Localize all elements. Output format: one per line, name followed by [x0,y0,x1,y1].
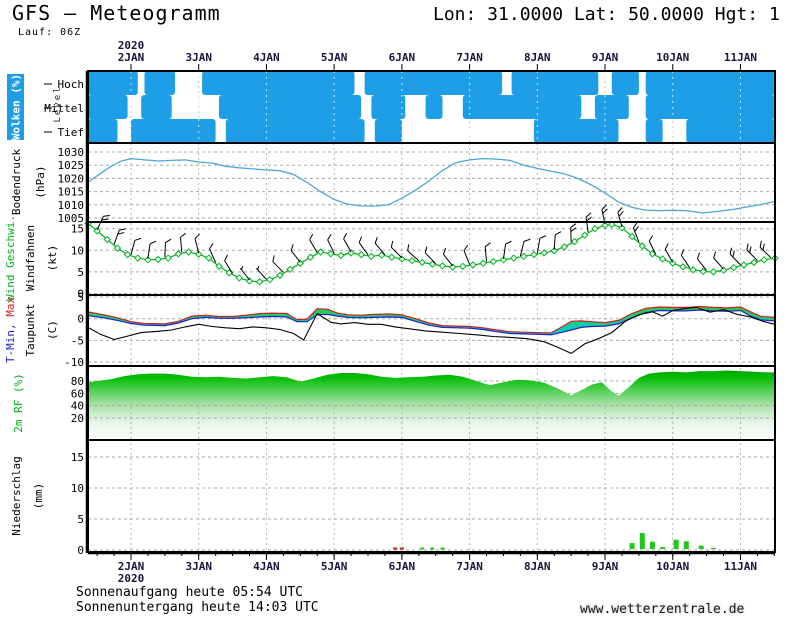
svg-text:80: 80 [71,375,84,388]
wind-barbs-label: Windfahnen [24,225,37,291]
svg-text:2JAN: 2JAN [118,560,145,573]
svg-text:10JAN: 10JAN [656,560,689,573]
svg-text:5: 5 [77,291,84,304]
precipitation-grid: 15 10 5 0 [71,451,775,557]
sunrise-label: Sonnenaufgang heute 05:54 UTC [76,585,303,600]
watermark: www.wetterzentrale.de [580,602,745,617]
svg-text:3JAN: 3JAN [185,560,212,573]
svg-text:-5: -5 [71,334,84,347]
cloud-cover-panel [88,71,775,143]
svg-text:5: 5 [77,266,84,279]
precip-trace-mark [440,547,445,550]
dewpoint-label: Taupunkt [24,304,37,357]
precip-trace-mark [399,547,404,550]
svg-text:1020: 1020 [58,172,85,185]
svg-text:11JAN: 11JAN [724,560,757,573]
svg-text:60: 60 [71,387,84,400]
page-title: GFS – Meteogramm [12,1,221,25]
precip-trace-mark [420,547,425,550]
humidity-panel-label: 2m RF (%) [12,373,25,433]
humidity-grid-over [88,405,775,438]
svg-text:4JAN: 4JAN [253,51,280,64]
svg-text:0: 0 [77,288,84,301]
panel-borders [85,70,776,555]
wind-speed-markers [84,219,779,286]
svg-text:20: 20 [71,412,84,425]
svg-text:10JAN: 10JAN [656,51,689,64]
day-gridlines [130,143,741,552]
svg-text:2JAN: 2JAN [118,51,145,64]
clouds-level-label: Level [53,85,63,122]
temperature-unit-label: (C) [46,320,59,340]
svg-text:1010: 1010 [58,199,85,212]
precip-trace-mark [430,547,435,550]
clouds-label-bg [7,74,24,140]
cloud-blobs-mittel [88,95,775,119]
temperature-grid: 50-5-10 [64,291,775,369]
precip-bars [393,532,716,550]
location-coordinates: Lon: 31.0000 Lat: 50.0000 Hgt: 1 [433,4,780,25]
pressure-unit-label: (hPa) [34,165,47,198]
wind-unit-label: (kt) [46,245,59,272]
svg-text:4JAN: 4JAN [253,560,280,573]
svg-text:1030: 1030 [58,146,85,159]
svg-text:7JAN: 7JAN [456,560,483,573]
tmin-line [87,309,776,336]
precip-panel-label: Niederschlag [10,456,23,535]
year-label-top: 2020 [118,39,145,52]
svg-text:1005: 1005 [58,212,85,225]
wind-panel-label: Wind Geschwi. [4,215,17,301]
tmax-line [87,305,776,334]
cloud-row-label: Hoch [58,78,85,91]
year-label-bottom: 2020 [118,572,145,585]
svg-text:40: 40 [71,400,84,413]
svg-text:9JAN: 9JAN [592,51,619,64]
pressure-line [87,157,776,214]
humidity-area [88,370,775,438]
svg-text:5JAN: 5JAN [321,51,348,64]
svg-text:9JAN: 9JAN [592,560,619,573]
svg-text:5JAN: 5JAN [321,560,348,573]
wind-barbs [96,204,772,281]
svg-text:1025: 1025 [58,159,85,172]
sunset-label: Sonnenuntergang heute 14:03 UTC [76,600,319,615]
cloud-blobs-tief [88,119,775,143]
dewpoint-line [87,306,776,355]
svg-text:5: 5 [77,513,84,526]
svg-text:15: 15 [71,223,84,236]
svg-text:3JAN: 3JAN [185,51,212,64]
cloud-row-label: Tief [58,126,85,139]
svg-text:11JAN: 11JAN [724,51,757,64]
svg-text:0: 0 [77,313,84,326]
model-run-label: Lauf: 06Z [18,27,82,38]
pressure-panel-label: Bodendruck [10,149,23,216]
svg-text:15: 15 [71,451,84,464]
svg-text:8JAN: 8JAN [524,51,551,64]
x-axis-top: 2JAN 3JAN 4JAN 5JAN 6JAN 7JAN 8JAN 9JAN 10JAN 11J… [118,39,757,71]
svg-text:6JAN: 6JAN [389,560,416,573]
temperature-panel-label: T-Min, Max [4,297,17,364]
cloud-blobs-hoch [88,71,775,95]
svg-text:8JAN: 8JAN [524,560,551,573]
precip-trace-mark [393,547,398,550]
precip-unit-label: (mm) [32,483,45,510]
svg-text:-10: -10 [64,356,84,369]
x-axis-bottom: 2JAN 3JAN 4JAN 5JAN 6JAN 7JAN 8JAN 9JAN 10JAN 11J… [96,553,775,585]
svg-text:10: 10 [71,482,84,495]
cloud-row-label: Mittel [44,102,84,115]
svg-text:10: 10 [71,244,84,257]
svg-text:7JAN: 7JAN [456,51,483,64]
svg-text:6JAN: 6JAN [389,51,416,64]
svg-text:0: 0 [77,544,84,557]
clouds-panel-label: Wolken (%) [10,74,23,140]
svg-text:1015: 1015 [58,186,85,199]
